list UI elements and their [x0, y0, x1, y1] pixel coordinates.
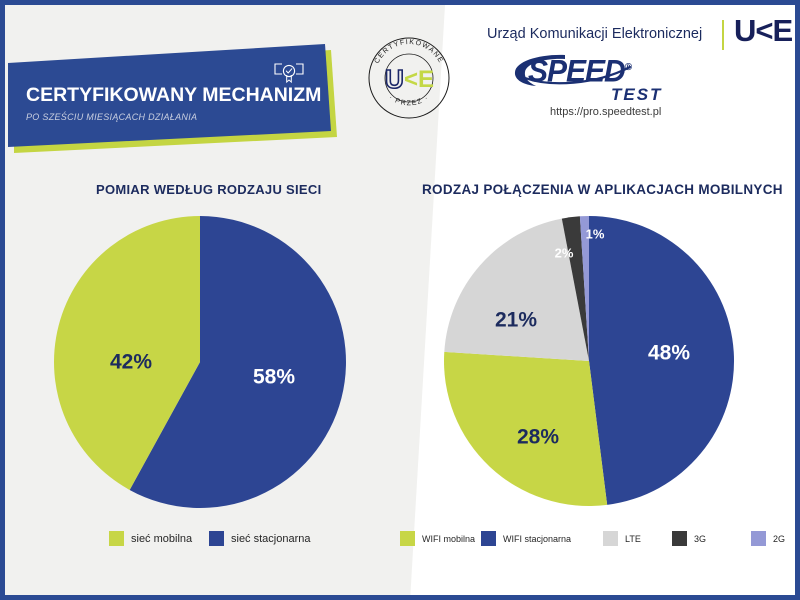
svg-text:CERTYFIKOWANE: CERTYFIKOWANE — [374, 39, 445, 65]
svg-text:<E: <E — [404, 66, 434, 93]
svg-text:· PRZEZ ·: · PRZEZ · — [388, 94, 431, 107]
svg-text:48%: 48% — [648, 342, 690, 365]
svg-text:2%: 2% — [555, 245, 574, 260]
svg-text:U: U — [385, 64, 404, 94]
svg-text:21%: 21% — [495, 309, 537, 332]
svg-text:1%: 1% — [586, 226, 605, 241]
svg-text:28%: 28% — [517, 426, 559, 449]
